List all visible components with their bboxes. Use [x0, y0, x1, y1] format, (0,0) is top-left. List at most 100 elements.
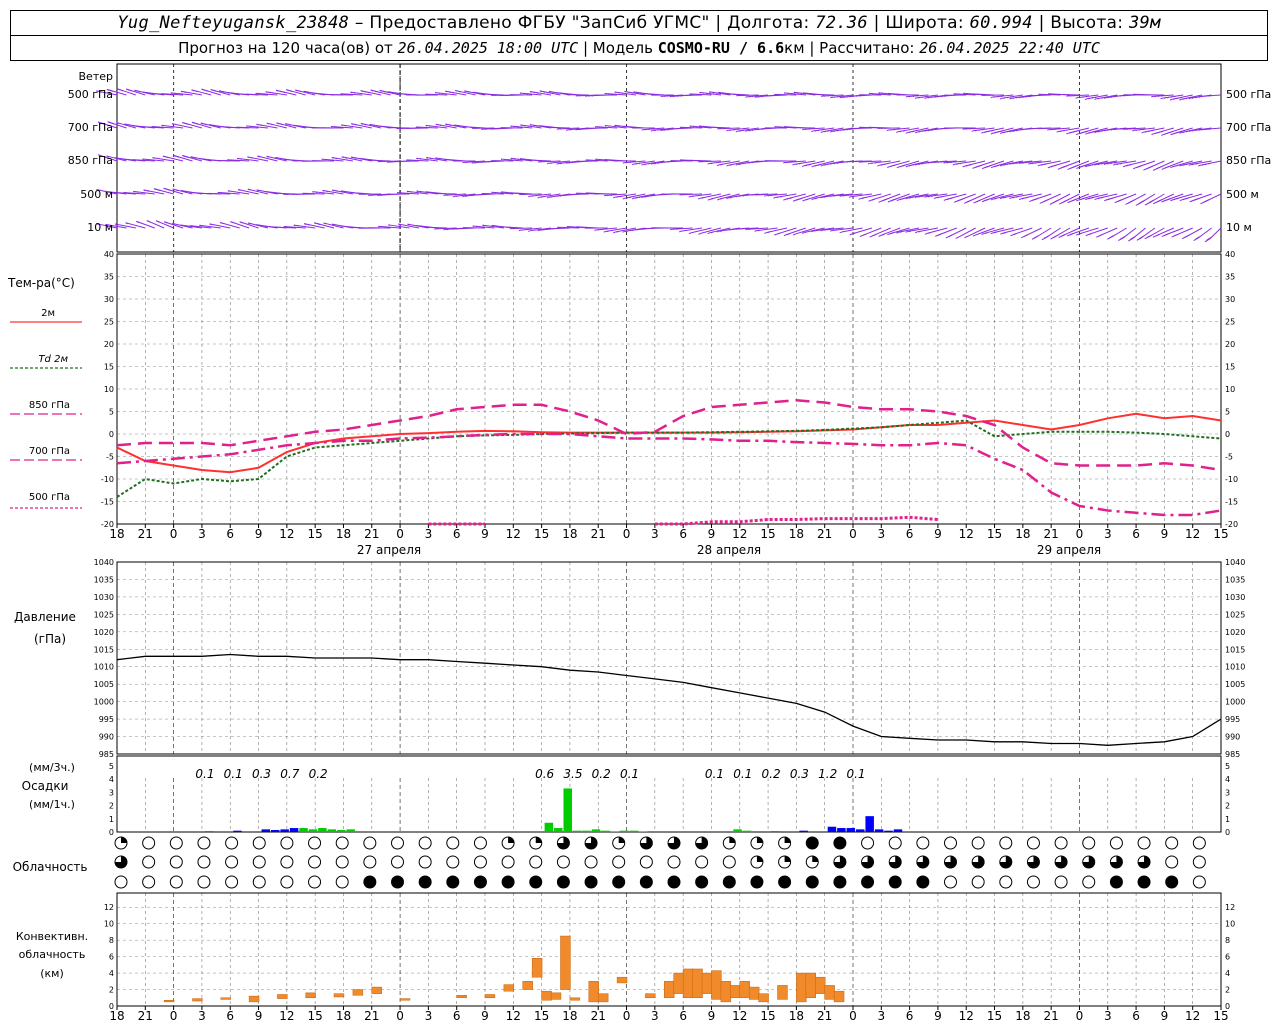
wind-barb-flag: [247, 222, 251, 225]
wind-barb-flag: [340, 124, 343, 126]
wind-barb-flag: [1006, 96, 1009, 99]
wind-barb-flag: [726, 129, 728, 132]
wind-barb: [1144, 193, 1165, 206]
cloud-cell-part: [972, 856, 985, 868]
wind-barb-shaft: [1096, 193, 1118, 200]
pressure-line: [116, 653, 1222, 746]
wind-barb-shaft: [859, 160, 882, 163]
wind-barb-flag: [471, 162, 473, 164]
wind-barb: [546, 160, 570, 165]
wind-barb-flag: [705, 126, 708, 128]
wind-barb: [708, 91, 731, 96]
wind-barb-flag: [823, 164, 827, 166]
conv-axis-hour-label: 18: [562, 1009, 577, 1023]
wind-barb-flag: [669, 229, 672, 231]
wind-barb-flag: [1161, 95, 1163, 97]
wind-barb-flag: [849, 233, 853, 236]
wind-barb-shaft: [1021, 193, 1042, 200]
wind-barb-flag: [827, 130, 830, 132]
wind-barb: [905, 127, 929, 134]
wind-barb-flag: [767, 195, 769, 197]
wind-barb-flag: [293, 124, 296, 127]
temp-series-line: [428, 515, 939, 526]
wind-barb: [434, 192, 457, 195]
wind-barb-shaft: [209, 223, 231, 229]
wind-barb-flag: [799, 162, 802, 165]
wind-barb-flag: [981, 199, 986, 203]
wind-barb-flag: [451, 91, 455, 94]
wind-barb-flag: [1182, 164, 1185, 166]
wind-barb-flag: [1205, 95, 1207, 98]
wind-barb: [1170, 160, 1193, 169]
wind-barb-flag: [887, 200, 892, 203]
wind-barb-shaft: [976, 193, 995, 202]
wind-barb-flag: [1107, 96, 1109, 99]
wind-barb: [96, 90, 118, 96]
wind-barb: [887, 227, 910, 236]
wind-barb-flag: [256, 189, 259, 192]
wind-barb-shaft: [132, 159, 155, 162]
wind-barb-flag: [519, 92, 522, 95]
wind-barb-flag: [1160, 97, 1163, 100]
wind-barb-flag: [783, 233, 788, 237]
wind-barb: [1039, 193, 1061, 204]
wind-barb: [1037, 127, 1061, 130]
wind-barb-flag: [491, 191, 493, 194]
wind-barb: [830, 193, 854, 198]
wind-barb-flag: [182, 155, 186, 158]
wind-barb-flag: [729, 229, 732, 231]
conv-bar: [824, 985, 835, 1000]
wind-barb: [849, 127, 872, 130]
pressure-ytick-right: 985: [1225, 750, 1240, 759]
wind-barb-flag: [833, 130, 836, 133]
wind-barb-flag: [965, 164, 969, 167]
wind-barb-flag: [1082, 131, 1086, 134]
wind-barb-flag: [631, 163, 634, 166]
wind-barb-flag: [315, 191, 318, 194]
wind-barb-flag: [783, 126, 785, 128]
wind-barb-flag: [1103, 129, 1106, 132]
wind-barb-shaft: [1181, 94, 1203, 100]
wind-barb-flag: [585, 192, 587, 194]
wind-barb-shaft: [548, 160, 570, 164]
wind-barb: [1047, 127, 1071, 131]
forecast-prefix: Прогноз на 120 часа(ов) от: [178, 39, 393, 57]
wind-barb-flag: [1176, 197, 1180, 200]
wind-barb-shaft: [444, 193, 467, 196]
wind-barb-flag: [371, 194, 373, 197]
wind-barb-shaft: [899, 160, 920, 168]
temp-axis-hour-label: 12: [279, 527, 294, 541]
wind-barb-flag: [896, 131, 899, 133]
wind-barb-flag: [1170, 130, 1174, 133]
wind-barb-flag: [1167, 96, 1170, 99]
temp-series-line: [116, 399, 1222, 472]
conv-axis-hour-label: 6: [1132, 1009, 1140, 1023]
wind-barb-flag: [1195, 235, 1201, 240]
wind-barb-flag: [236, 157, 239, 160]
conv-bar: [720, 981, 732, 1003]
wind-barb-flag: [1207, 162, 1211, 165]
conv-axis-hour-label: 21: [1044, 1009, 1059, 1023]
wind-barb-shaft: [1198, 227, 1212, 239]
wind-barb: [660, 227, 684, 229]
wind-barb-flag: [376, 125, 379, 127]
cloud-cell-part: [557, 837, 570, 849]
wind-barb: [171, 222, 193, 229]
longitude-value: 72.36: [815, 13, 868, 33]
wind-barb-flag: [644, 163, 647, 166]
wind-barb-flag: [660, 95, 662, 98]
wind-barb-flag: [1176, 97, 1179, 100]
wind-barb: [933, 193, 957, 200]
wind-barb-flag: [537, 229, 540, 232]
wind-barb-flag: [409, 159, 411, 161]
wind-barb-flag: [184, 190, 187, 193]
wind-barb-flag: [735, 163, 738, 166]
wind-barb-flag: [1170, 133, 1174, 136]
wind-barb: [1193, 227, 1212, 241]
wind-barb: [146, 220, 165, 229]
wind-barb-shaft: [482, 224, 504, 229]
conv-ytick-left: 10: [104, 920, 114, 929]
wind-barb-flag: [100, 122, 105, 125]
wind-barb-flag: [635, 196, 638, 199]
wind-barb-shaft: [1010, 160, 1033, 165]
